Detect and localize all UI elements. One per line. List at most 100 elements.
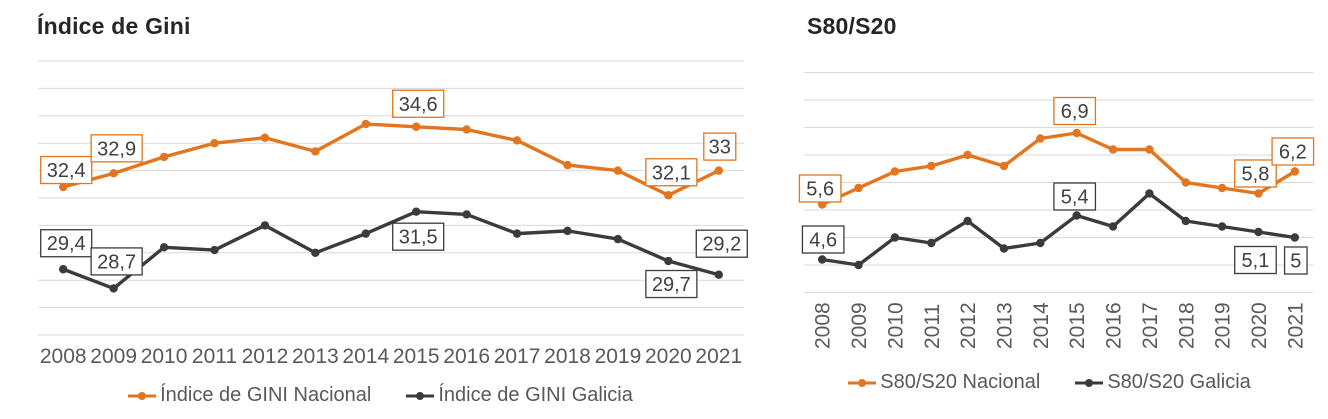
data-label: 5,4 bbox=[1053, 182, 1097, 211]
data-point bbox=[512, 136, 522, 145]
x-label-2012: 2012 bbox=[957, 302, 980, 349]
data-point bbox=[260, 133, 270, 142]
data-label: 31,5 bbox=[392, 222, 445, 251]
data-point bbox=[412, 122, 421, 131]
data-point bbox=[963, 216, 972, 226]
x-axis-labels: 2008 2009 2010 2011 2012 2013 2014 2015 2016 2017… bbox=[812, 302, 1308, 349]
x-label-2014: 2014 bbox=[1030, 302, 1053, 349]
gini-chart-legend: Índice de GINI Nacional Índice de GINI Ga… bbox=[0, 384, 760, 407]
svg-text:31,5: 31,5 bbox=[399, 227, 438, 249]
data-point bbox=[210, 139, 219, 148]
x-label-2015: 2015 bbox=[393, 345, 440, 368]
s80s20-chart-title: S80/S20 bbox=[807, 13, 897, 39]
data-point bbox=[59, 265, 68, 274]
svg-text:5,6: 5,6 bbox=[806, 179, 834, 201]
data-label: 6,2 bbox=[1271, 137, 1315, 166]
data-point bbox=[361, 119, 370, 129]
x-label-2013: 2013 bbox=[292, 345, 339, 368]
data-point bbox=[854, 183, 863, 193]
series-galicia bbox=[59, 207, 723, 293]
gridlines bbox=[38, 60, 744, 336]
data-point bbox=[613, 234, 623, 244]
x-label-2020: 2020 bbox=[1248, 302, 1271, 349]
x-label-2015: 2015 bbox=[1066, 302, 1089, 349]
s80s20-chart-legend: S80/S20 Nacional S80/S20 Galicia bbox=[770, 371, 1328, 394]
data-point bbox=[59, 182, 68, 192]
data-point bbox=[1290, 167, 1300, 176]
s80s20-chart: S80/S20 2008 2009 2010 2011 2012 2013 2014 2015… bbox=[770, 0, 1328, 419]
data-point bbox=[462, 125, 471, 134]
data-point bbox=[462, 210, 471, 219]
x-label-2008: 2008 bbox=[40, 345, 87, 368]
legend-item-galicia: Índice de GINI Galicia bbox=[405, 384, 633, 407]
svg-text:32,4: 32,4 bbox=[47, 160, 86, 182]
data-point bbox=[109, 284, 118, 293]
data-point bbox=[817, 255, 827, 264]
svg-text:32,1: 32,1 bbox=[652, 162, 691, 184]
data-point bbox=[927, 161, 936, 171]
data-label: 29,2 bbox=[695, 229, 748, 258]
x-label-2012: 2012 bbox=[242, 345, 289, 368]
legend-label: Índice de GINI Nacional bbox=[160, 384, 372, 406]
legend-item-nacional: Índice de GINI Nacional bbox=[127, 384, 371, 407]
data-point bbox=[1072, 128, 1081, 138]
data-point bbox=[210, 245, 219, 255]
x-label-2014: 2014 bbox=[342, 345, 389, 368]
data-point bbox=[361, 229, 370, 238]
x-label-2009: 2009 bbox=[90, 345, 137, 368]
legend-line-marker-icon bbox=[406, 391, 435, 400]
data-label: 28,7 bbox=[90, 247, 143, 276]
data-point bbox=[311, 248, 320, 257]
data-point bbox=[890, 233, 900, 242]
x-axis-labels: 2008 2009 2010 2011 2012 2013 2014 2015 2016 2017… bbox=[40, 345, 742, 368]
data-point bbox=[999, 244, 1009, 253]
data-point bbox=[1254, 227, 1263, 237]
gini-chart-plot: 2008 2009 2010 2011 2012 2013 2014 2015 2016 2017… bbox=[38, 60, 748, 368]
x-label-2020: 2020 bbox=[645, 345, 692, 368]
legend-line-marker-icon bbox=[1075, 378, 1104, 387]
data-point bbox=[1217, 183, 1227, 193]
data-point bbox=[1145, 145, 1154, 154]
data-point bbox=[1217, 222, 1227, 231]
data-point bbox=[311, 147, 320, 156]
legend-label: S80/S20 Galicia bbox=[1107, 371, 1251, 393]
x-label-2016: 2016 bbox=[1103, 302, 1126, 349]
data-point bbox=[999, 161, 1009, 171]
data-label: 32,9 bbox=[90, 134, 143, 163]
x-label-2017: 2017 bbox=[494, 345, 541, 368]
data-label: 6,9 bbox=[1053, 96, 1097, 126]
legend-item-nacional: S80/S20 Nacional bbox=[847, 371, 1040, 394]
data-label: 32,4 bbox=[40, 155, 93, 185]
data-point bbox=[1072, 211, 1081, 220]
svg-text:32,9: 32,9 bbox=[97, 138, 136, 160]
x-label-2010: 2010 bbox=[884, 302, 907, 349]
data-label: 32,1 bbox=[645, 158, 698, 187]
data-point bbox=[109, 169, 118, 178]
svg-text:6,9: 6,9 bbox=[1061, 101, 1089, 123]
data-label: 5,8 bbox=[1234, 159, 1277, 188]
x-label-2018: 2018 bbox=[1175, 302, 1198, 349]
data-point bbox=[664, 256, 673, 266]
data-label: 34,6 bbox=[392, 89, 445, 118]
x-label-2021: 2021 bbox=[695, 345, 742, 368]
x-label-2018: 2018 bbox=[544, 345, 591, 368]
svg-text:29,2: 29,2 bbox=[702, 234, 741, 256]
data-label: 33 bbox=[703, 132, 737, 161]
data-point bbox=[1036, 134, 1045, 143]
data-label: 5,1 bbox=[1234, 245, 1277, 275]
legend-label: S80/S20 Nacional bbox=[880, 371, 1041, 393]
svg-text:29,4: 29,4 bbox=[47, 233, 86, 255]
data-point bbox=[854, 260, 863, 270]
series-nacional bbox=[59, 119, 723, 200]
data-point bbox=[563, 226, 572, 236]
svg-text:5,1: 5,1 bbox=[1242, 250, 1270, 272]
data-point bbox=[714, 166, 723, 175]
data-point bbox=[963, 150, 972, 160]
data-point bbox=[260, 221, 270, 230]
data-point bbox=[714, 270, 723, 279]
data-point bbox=[613, 166, 623, 175]
x-label-2008: 2008 bbox=[812, 302, 835, 349]
series-nacional bbox=[817, 128, 1300, 209]
s80s20-chart-plot: 2008 2009 2010 2011 2012 2013 2014 2015 2016 2017… bbox=[798, 72, 1315, 349]
